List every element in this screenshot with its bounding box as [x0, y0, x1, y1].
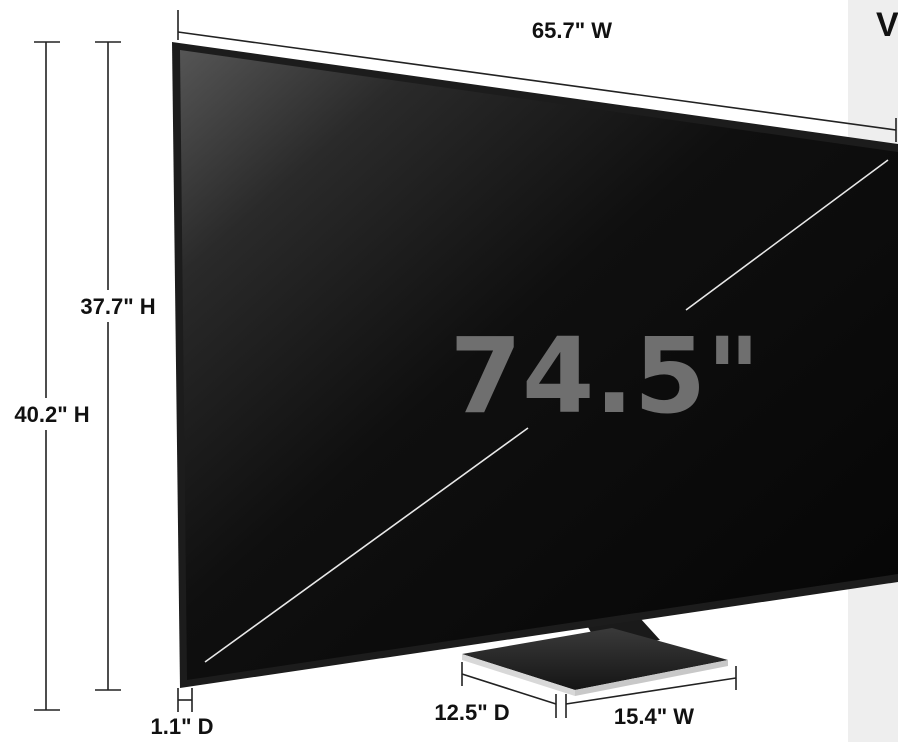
stand-base-edge-right: [575, 660, 728, 696]
stand-width-line: [565, 677, 737, 705]
panel-depth-label: 1.1" D: [150, 714, 213, 739]
stand-base: [462, 628, 728, 690]
corner-text: V: [876, 6, 898, 44]
diagonal-line-upper: [685, 159, 889, 311]
diagonal-size-label: 74.5": [450, 315, 761, 437]
height-with-stand-label: 40.2" H: [14, 402, 89, 427]
width-label: 65.7" W: [532, 18, 612, 43]
width-dimension-line: [177, 31, 897, 131]
diagonal-line-lower: [204, 427, 529, 663]
tv-screen: [180, 50, 898, 680]
panel-height-label-bg: [70, 290, 164, 322]
stand-base-edge: [462, 654, 575, 696]
panel-height-label: 37.7" H: [80, 294, 155, 319]
stand-depth-line: [461, 673, 557, 705]
height-with-stand-label-bg: [2, 398, 100, 430]
stand-depth-label: 12.5" D: [434, 700, 509, 725]
stand-width-label: 15.4" W: [614, 704, 694, 729]
